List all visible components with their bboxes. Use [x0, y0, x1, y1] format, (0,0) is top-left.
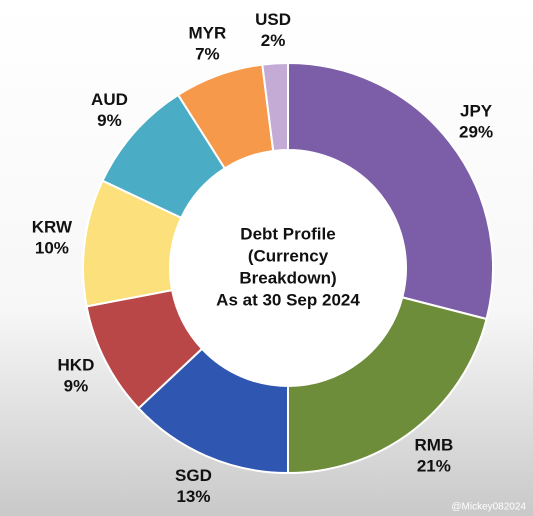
slice-label: AUD: [91, 90, 128, 109]
slice-value-label: 13%: [176, 487, 210, 506]
center-title: As at 30 Sep 2024: [216, 290, 360, 309]
slice-label: RMB: [415, 436, 454, 455]
center-title: Debt Profile: [240, 224, 335, 243]
slice-label: HKD: [58, 356, 95, 375]
slice-value-label: 2%: [261, 31, 286, 50]
slice-value-label: 9%: [97, 111, 122, 130]
watermark: @Mickey082024: [451, 502, 526, 513]
center-title: Breakdown): [239, 268, 336, 287]
center-title: (Currency: [248, 246, 329, 265]
slice-label: JPY: [460, 102, 493, 121]
slice-label: MYR: [188, 24, 226, 43]
slice-value-label: 7%: [195, 45, 220, 64]
slice-value-label: 10%: [35, 239, 69, 258]
slice-label: KRW: [32, 218, 73, 237]
slice-value-label: 21%: [417, 457, 451, 476]
slice-value-label: 29%: [459, 123, 493, 142]
slice-label: SGD: [175, 466, 212, 485]
slice-label: USD: [255, 10, 291, 29]
slice-value-label: 9%: [64, 377, 89, 396]
donut-hole: [170, 150, 406, 386]
